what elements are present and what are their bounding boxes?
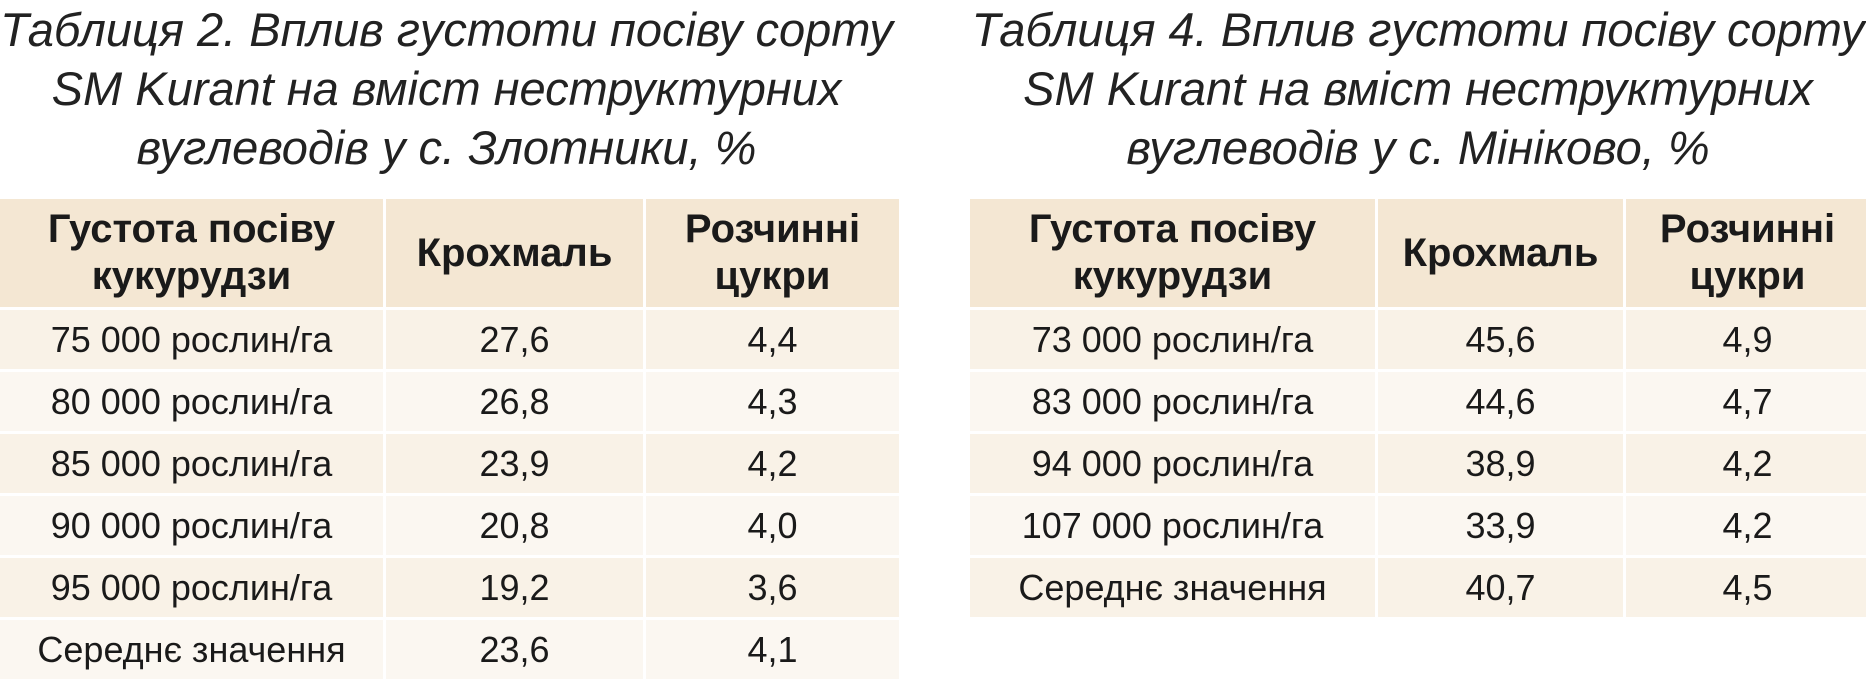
table-cell: 4,7 [1626, 372, 1866, 431]
table-cell: 45,6 [1378, 310, 1623, 369]
table-cell: 23,6 [386, 620, 643, 679]
table-cell: 44,6 [1378, 372, 1623, 431]
table-cell: 73 000 рослин/га [970, 310, 1375, 369]
table-row: 83 000 рослин/га 44,6 4,7 [970, 372, 1866, 431]
table-block: Таблиця 2. Вплив густоти посіву сорту SM… [0, 0, 899, 682]
table-cell: 95 000 рослин/га [0, 558, 383, 617]
header-row: Густота посіву кукурудзи Крохмаль Розчинні… [0, 199, 899, 307]
table-cell: 33,9 [1378, 496, 1623, 555]
table-cell: 3,6 [646, 558, 899, 617]
table-cell: 20,8 [386, 496, 643, 555]
table-row: 95 000 рослин/га 19,2 3,6 [0, 558, 899, 617]
table-cell: 19,2 [386, 558, 643, 617]
table-cell: 4,2 [646, 434, 899, 493]
column-header: Крохмаль [386, 199, 643, 307]
table-cell: 75 000 рослин/га [0, 310, 383, 369]
table-row: 80 000 рослин/га 26,8 4,3 [0, 372, 899, 431]
table-cell: 80 000 рослин/га [0, 372, 383, 431]
column-header: Крохмаль [1378, 199, 1623, 307]
table-cell: 4,4 [646, 310, 899, 369]
table-cell: 4,9 [1626, 310, 1866, 369]
table-row: 73 000 рослин/га 45,6 4,9 [970, 310, 1866, 369]
table-cell: 27,6 [386, 310, 643, 369]
header-row: Густота посіву кукурудзи Крохмаль Розчинні… [970, 199, 1866, 307]
table-row: 85 000 рослин/га 23,9 4,2 [0, 434, 899, 493]
table-row: Середнє значення 40,7 4,5 [970, 558, 1866, 617]
table-cell: 94 000 рослин/га [970, 434, 1375, 493]
table-row: 107 000 рослин/га 33,9 4,2 [970, 496, 1866, 555]
table-title: Таблиця 2. Вплив густоти посіву сорту SM… [0, 3, 893, 174]
table-cell: Середнє значення [0, 620, 383, 679]
column-header: Розчинні цукри [646, 199, 899, 307]
column-header: Густота посіву кукурудзи [970, 199, 1375, 307]
table-block: Таблиця 4. Вплив густоти посіву сорту SM… [970, 0, 1866, 620]
table-cell: 90 000 рослин/га [0, 496, 383, 555]
column-header: Густота посіву кукурудзи [0, 199, 383, 307]
table-cell: 40,7 [1378, 558, 1623, 617]
table-cell: 4,0 [646, 496, 899, 555]
column-header: Розчинні цукри [1626, 199, 1866, 307]
table-cell: 4,2 [1626, 496, 1866, 555]
table-cell: 4,3 [646, 372, 899, 431]
table-cell: 83 000 рослин/га [970, 372, 1375, 431]
table: Густота посіву кукурудзи Крохмаль Розчинні… [0, 196, 902, 682]
table-cell: 107 000 рослин/га [970, 496, 1375, 555]
table-cell: 38,9 [1378, 434, 1623, 493]
table-title: Таблиця 4. Вплив густоти посіву сорту SM… [971, 3, 1865, 174]
table-row: 90 000 рослин/га 20,8 4,0 [0, 496, 899, 555]
table-cell: 23,9 [386, 434, 643, 493]
table-cell: Середнє значення [970, 558, 1375, 617]
table-row: 75 000 рослин/га 27,6 4,4 [0, 310, 899, 369]
table-cell: 4,2 [1626, 434, 1866, 493]
table-row: 94 000 рослин/га 38,9 4,2 [970, 434, 1866, 493]
table: Густота посіву кукурудзи Крохмаль Розчинні… [967, 196, 1866, 620]
table-cell: 26,8 [386, 372, 643, 431]
table-cell: 4,5 [1626, 558, 1866, 617]
table-cell: 85 000 рослин/га [0, 434, 383, 493]
table-cell: 4,1 [646, 620, 899, 679]
table-row: Середнє значення 23,6 4,1 [0, 620, 899, 679]
